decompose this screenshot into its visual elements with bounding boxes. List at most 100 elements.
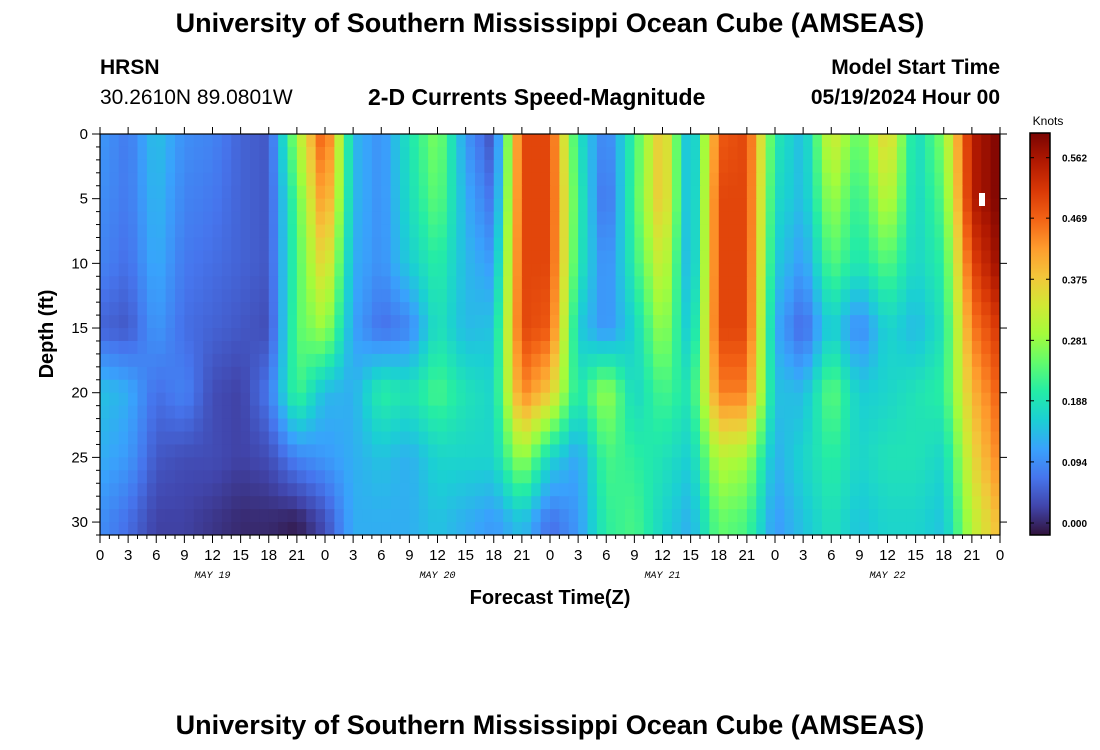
heat-cell bbox=[428, 276, 439, 290]
heat-cell bbox=[353, 172, 364, 187]
heat-cell bbox=[803, 159, 814, 174]
heat-cell bbox=[662, 159, 673, 174]
heat-cell bbox=[221, 302, 232, 316]
y-tick-label: 10 bbox=[71, 255, 88, 272]
heat-cell bbox=[325, 250, 335, 264]
heat-cell bbox=[934, 496, 945, 510]
heat-cell bbox=[550, 146, 560, 161]
heat-cell bbox=[568, 250, 579, 264]
heat-cell bbox=[681, 237, 692, 252]
heat-cell bbox=[971, 134, 982, 148]
heat-cell bbox=[231, 509, 242, 523]
heat-cell bbox=[156, 483, 167, 497]
heat-cell bbox=[540, 470, 551, 484]
heat-cell bbox=[559, 146, 570, 161]
heat-cell bbox=[859, 185, 870, 200]
heat-cell bbox=[212, 522, 223, 535]
heat-cell bbox=[915, 237, 926, 252]
heat-cell bbox=[775, 172, 785, 187]
heat-cell bbox=[634, 379, 645, 394]
heat-cell bbox=[709, 237, 720, 252]
heat-cell bbox=[765, 237, 776, 252]
heat-cell bbox=[100, 366, 110, 381]
heat-cell bbox=[175, 483, 185, 497]
heat-cell bbox=[653, 431, 664, 446]
heat-cell bbox=[493, 444, 504, 458]
heat-cell bbox=[671, 211, 682, 226]
heat-cell bbox=[868, 379, 879, 394]
heat-cell bbox=[109, 146, 120, 161]
heat-cell bbox=[203, 263, 214, 277]
heat-cell bbox=[690, 224, 701, 239]
heat-cell bbox=[615, 457, 626, 471]
heat-cell bbox=[212, 185, 223, 200]
heat-cell bbox=[906, 146, 917, 161]
heat-cell bbox=[662, 172, 673, 187]
heat-cell bbox=[606, 392, 617, 407]
heat-cell bbox=[409, 483, 420, 497]
heat-cell bbox=[934, 366, 945, 381]
heat-cell bbox=[812, 379, 823, 394]
heat-cell bbox=[165, 198, 176, 213]
heat-cell bbox=[896, 302, 907, 316]
heat-cell bbox=[418, 172, 429, 187]
heat-cell bbox=[521, 237, 532, 252]
heat-cell bbox=[475, 483, 485, 497]
heat-cell bbox=[325, 340, 335, 355]
heat-cell bbox=[371, 379, 382, 394]
heat-cell bbox=[240, 263, 251, 277]
heat-cell bbox=[100, 379, 110, 394]
heat-cell bbox=[306, 444, 317, 458]
heat-cell bbox=[568, 198, 579, 213]
heat-cell bbox=[156, 470, 167, 484]
heat-cell bbox=[971, 159, 982, 174]
heat-cell bbox=[615, 509, 626, 523]
heat-cell bbox=[775, 211, 785, 226]
heat-cell bbox=[784, 496, 795, 510]
heat-cell bbox=[128, 392, 139, 407]
heat-cell bbox=[803, 353, 814, 368]
heat-cell bbox=[512, 237, 523, 252]
heat-cell bbox=[334, 483, 345, 497]
heat-cell bbox=[362, 392, 373, 407]
heat-cell bbox=[746, 237, 757, 252]
heat-cell bbox=[971, 263, 982, 277]
heat-cell bbox=[878, 522, 889, 535]
heat-cell bbox=[437, 263, 448, 277]
heat-cell bbox=[296, 379, 307, 394]
heat-cell bbox=[859, 172, 870, 187]
heat-cell bbox=[531, 159, 542, 174]
heat-cell bbox=[962, 444, 973, 458]
heat-cell bbox=[971, 366, 982, 381]
heat-cell bbox=[109, 366, 120, 381]
heat-cell bbox=[362, 418, 373, 433]
heat-cell bbox=[156, 134, 167, 148]
heat-cell bbox=[484, 340, 495, 355]
heat-cell bbox=[690, 418, 701, 433]
heat-cell bbox=[615, 159, 626, 174]
heat-cell bbox=[484, 276, 495, 290]
heat-cell bbox=[615, 418, 626, 433]
heat-cell bbox=[953, 522, 964, 535]
heat-cell bbox=[606, 237, 617, 252]
heat-cell bbox=[371, 276, 382, 290]
heat-cell bbox=[165, 146, 176, 161]
heat-cell bbox=[540, 522, 551, 535]
heat-cell bbox=[671, 302, 682, 316]
heat-cell bbox=[681, 250, 692, 264]
heat-cell bbox=[503, 146, 514, 161]
heat-cell bbox=[615, 276, 626, 290]
heat-cell bbox=[400, 522, 410, 535]
heat-cell bbox=[493, 392, 504, 407]
heat-cell bbox=[428, 444, 439, 458]
heat-cell bbox=[465, 211, 476, 226]
heat-cell bbox=[653, 418, 664, 433]
heat-cell bbox=[671, 496, 682, 510]
heat-cell bbox=[540, 250, 551, 264]
heat-cell bbox=[137, 289, 148, 303]
heat-cell bbox=[850, 224, 860, 239]
heat-cell bbox=[550, 353, 560, 368]
heat-cell bbox=[165, 379, 176, 394]
heat-cell bbox=[634, 353, 645, 368]
heat-cell bbox=[184, 134, 195, 148]
